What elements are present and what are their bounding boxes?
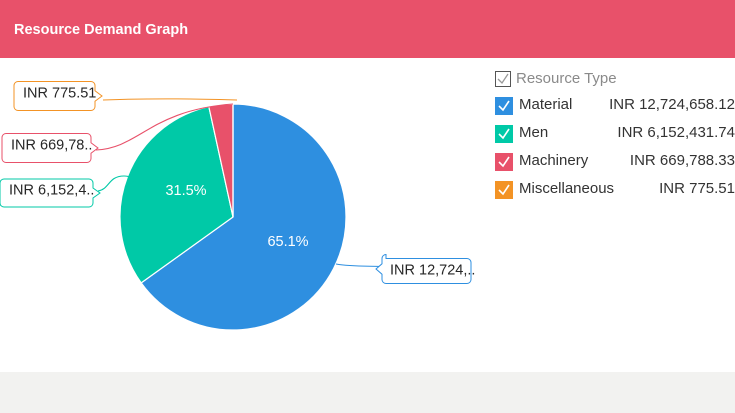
- svg-text:INR 12,724,..: INR 12,724,..: [390, 262, 475, 278]
- svg-text:INR 775.51: INR 775.51: [23, 85, 96, 101]
- svg-text:INR 6,152,4..: INR 6,152,4..: [9, 182, 94, 198]
- svg-text:INR 669,78..: INR 669,78..: [11, 137, 92, 153]
